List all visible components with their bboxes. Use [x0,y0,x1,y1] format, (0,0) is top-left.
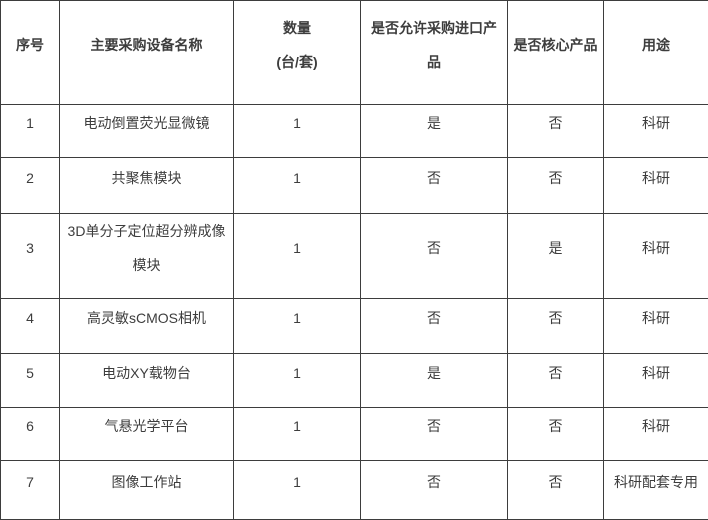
table-row: 3 3D单分子定位超分辨成像模块 1 否 是 科研 [1,214,708,299]
header-quantity-line2: (台/套) [238,45,356,79]
cell-equipment-name: 气悬光学平台 [60,408,234,461]
cell-import-allowed: 是 [361,105,508,158]
cell-core-product: 否 [508,158,604,214]
cell-core-product: 否 [508,354,604,408]
cell-serial-no: 4 [1,299,60,354]
cell-serial-no: 1 [1,105,60,158]
header-cell-import-allowed: 是否允许采购进口产品 [361,1,508,105]
cell-quantity: 1 [234,105,361,158]
cell-equipment-name: 电动倒置荧光显微镜 [60,105,234,158]
cell-serial-no: 5 [1,354,60,408]
table-row: 4 高灵敏sCMOS相机 1 否 否 科研 [1,299,708,354]
cell-use: 科研 [604,158,708,214]
cell-quantity: 1 [234,158,361,214]
header-quantity-line1: 数量 [238,11,356,45]
cell-serial-no: 7 [1,461,60,520]
cell-serial-no: 2 [1,158,60,214]
cell-equipment-name: 共聚焦模块 [60,158,234,214]
cell-import-allowed: 否 [361,408,508,461]
cell-import-allowed: 是 [361,354,508,408]
table-row: 7 图像工作站 1 否 否 科研配套专用 [1,461,708,520]
cell-serial-no: 6 [1,408,60,461]
header-cell-serial-no: 序号 [1,1,60,105]
header-cell-core-product: 是否核心产品 [508,1,604,105]
cell-serial-no: 3 [1,214,60,299]
cell-core-product: 是 [508,214,604,299]
cell-equipment-name: 图像工作站 [60,461,234,520]
cell-quantity: 1 [234,408,361,461]
cell-core-product: 否 [508,461,604,520]
cell-quantity: 1 [234,461,361,520]
cell-core-product: 否 [508,105,604,158]
table-row: 6 气悬光学平台 1 否 否 科研 [1,408,708,461]
cell-equipment-name: 3D单分子定位超分辨成像模块 [60,214,234,299]
cell-quantity: 1 [234,214,361,299]
table-row: 1 电动倒置荧光显微镜 1 是 否 科研 [1,105,708,158]
cell-use: 科研 [604,408,708,461]
cell-use: 科研 [604,105,708,158]
cell-import-allowed: 否 [361,461,508,520]
cell-core-product: 否 [508,299,604,354]
header-cell-equipment-name: 主要采购设备名称 [60,1,234,105]
cell-import-allowed: 否 [361,158,508,214]
cell-quantity: 1 [234,354,361,408]
header-cell-quantity: 数量 (台/套) [234,1,361,105]
cell-quantity: 1 [234,299,361,354]
header-row: 序号 主要采购设备名称 数量 (台/套) 是否允许采购进口产品 是否核心产品 用… [1,1,708,105]
cell-use: 科研 [604,354,708,408]
cell-use: 科研 [604,299,708,354]
table-row: 2 共聚焦模块 1 否 否 科研 [1,158,708,214]
cell-core-product: 否 [508,408,604,461]
cell-equipment-name: 电动XY载物台 [60,354,234,408]
cell-use: 科研配套专用 [604,461,708,520]
cell-equipment-name: 高灵敏sCMOS相机 [60,299,234,354]
cell-import-allowed: 否 [361,214,508,299]
cell-import-allowed: 否 [361,299,508,354]
cell-use: 科研 [604,214,708,299]
table-row: 5 电动XY载物台 1 是 否 科研 [1,354,708,408]
header-cell-use: 用途 [604,1,708,105]
